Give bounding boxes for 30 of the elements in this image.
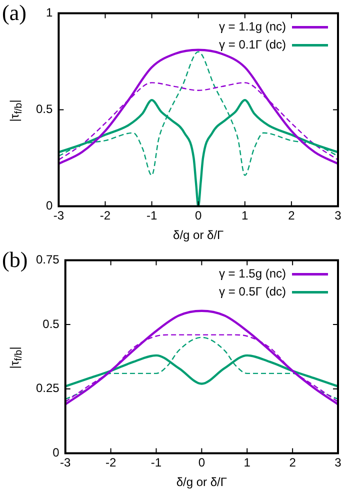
x-tick-label: -2: [105, 456, 116, 470]
x-tick-label: -2: [100, 208, 111, 223]
legend-label: γ = 0.1Γ (dc): [219, 38, 286, 52]
x-tick-label: 3: [334, 208, 342, 223]
x-tick-label: 0: [198, 456, 206, 470]
legend-label: γ = 1.1g (nc): [218, 20, 286, 34]
text: (b): [2, 247, 28, 273]
y-tick-label: 0.5: [36, 102, 53, 116]
legend-label: γ = 0.5Γ (dc): [219, 284, 286, 299]
text: (a): [2, 0, 26, 26]
y-tick-label: 1: [46, 6, 53, 20]
x-tick-label: -1: [146, 208, 158, 223]
x-axis-title: δ/g or δ/Γ: [173, 228, 224, 242]
x-tick-label: 3: [334, 456, 342, 470]
legend-label: γ = 1.5g (nc): [218, 266, 286, 281]
x-tick-label: 0: [194, 208, 202, 223]
x-tick-label: -3: [53, 208, 64, 223]
x-tick-label: 1: [244, 456, 251, 470]
x-axis-title: δ/g or δ/Γ: [176, 475, 228, 490]
y-tick-label: 0: [52, 446, 60, 460]
x-tick-label: -3: [60, 456, 72, 470]
y-tick-label: 0.75: [36, 252, 60, 267]
x-tick-label: -1: [150, 456, 162, 470]
x-tick-label: 2: [288, 208, 296, 223]
y-tick-label: 0: [46, 198, 53, 213]
y-tick-label: 0.5: [42, 316, 60, 331]
x-tick-label: 1: [242, 208, 249, 223]
y-tick-label: 0.25: [36, 381, 60, 396]
x-tick-label: 2: [289, 456, 296, 470]
line-series: [65, 310, 338, 406]
